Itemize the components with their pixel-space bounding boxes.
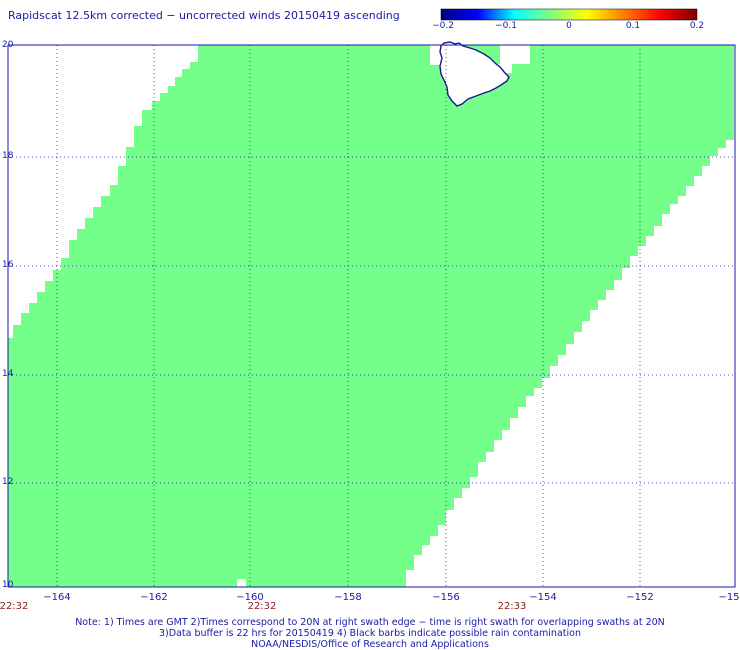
- lat-label: 20: [2, 40, 14, 50]
- swath-gap: [430, 45, 442, 65]
- swath-area: [8, 45, 734, 587]
- time-label: 22:33: [497, 601, 527, 612]
- swath-gap: [500, 45, 530, 64]
- colorbar-label: 0.1: [625, 21, 641, 31]
- lon-label: −152: [626, 592, 654, 603]
- note-line: Note: 1) Times are GMT 2)Times correspon…: [75, 617, 665, 628]
- note-line: 3)Data buffer is 22 hrs for 20150419 4) …: [159, 628, 581, 639]
- lon-label: −15: [718, 592, 740, 603]
- colorbar-label: −0.2: [432, 21, 454, 31]
- time-label: 22:32: [0, 601, 29, 612]
- map-frame: [7, 44, 736, 588]
- map-title: Rapidscat 12.5km corrected − uncorrected…: [8, 9, 400, 22]
- lat-label: 18: [2, 151, 14, 161]
- colorbar-gradient: [440, 8, 698, 21]
- lat-label: 14: [2, 369, 14, 379]
- lon-label: −154: [529, 592, 557, 603]
- lon-label: −160: [236, 592, 264, 603]
- lat-label: 10: [2, 580, 14, 590]
- lon-label: −164: [43, 592, 71, 603]
- swath-gap: [237, 579, 246, 587]
- colorbar-label: 0.2: [689, 21, 705, 31]
- colorbar: [440, 8, 698, 21]
- colorbar-label: 0: [566, 21, 572, 31]
- time-label: 22:32: [247, 601, 277, 612]
- lon-label: −156: [432, 592, 460, 603]
- note-line: NOAA/NESDIS/Office of Research and Appli…: [251, 639, 489, 650]
- lon-label: −158: [334, 592, 362, 603]
- island-hawaii: [439, 41, 510, 107]
- colorbar-label: −0.1: [495, 21, 517, 31]
- swath-polygon: [8, 45, 734, 587]
- lat-label: 12: [2, 477, 14, 487]
- lat-label: 16: [2, 260, 14, 270]
- lon-label: −162: [140, 592, 168, 603]
- island-hawaii-outline: [439, 41, 510, 107]
